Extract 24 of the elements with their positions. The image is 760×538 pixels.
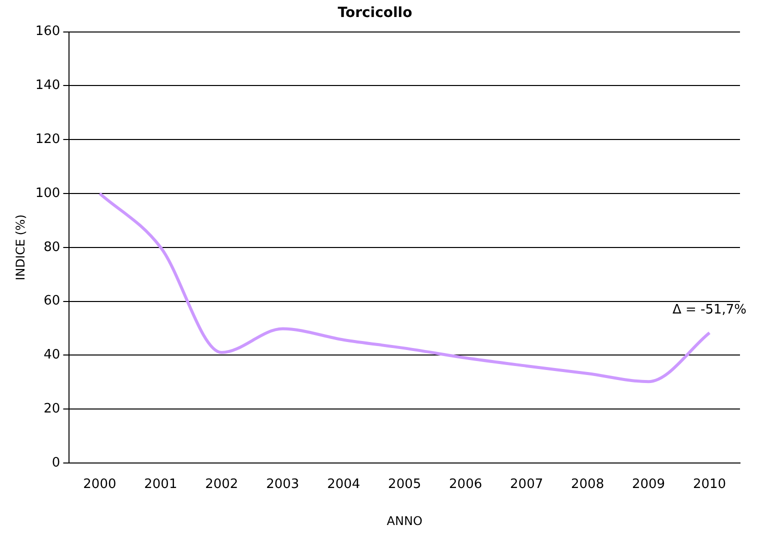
x-tick-label: 2007 [510,477,544,492]
x-tick-label: 2009 [632,477,666,492]
y-tick-label: 140 [35,78,60,94]
x-tick-label: 2001 [144,477,178,492]
y-tick-label: 80 [44,240,60,255]
y-tick-label: 60 [44,294,60,309]
y-tick-label: 160 [35,24,60,40]
x-axis-title: ANNO [386,514,422,528]
x-tick-label: 2005 [388,477,422,492]
x-tick-label: 2000 [83,477,116,492]
y-tick-label: 40 [44,348,60,363]
x-tick-label: 2002 [205,477,238,492]
x-tick-label: 2008 [571,477,604,492]
y-tick-label: 100 [35,186,60,201]
x-tick-label: 2010 [692,477,726,492]
y-tick-label: 0 [52,455,60,470]
x-tick-label: 2003 [266,477,300,492]
y-axis-title: INDICE (%) [13,214,28,280]
x-tick-label: 2004 [327,477,360,492]
chart-title: Torcicollo [338,5,413,22]
annotation: Δ = -51,7% [672,302,747,318]
x-tick-label: 2006 [449,477,482,492]
y-tick-label: 20 [44,401,60,416]
y-tick-label: 120 [35,132,60,147]
